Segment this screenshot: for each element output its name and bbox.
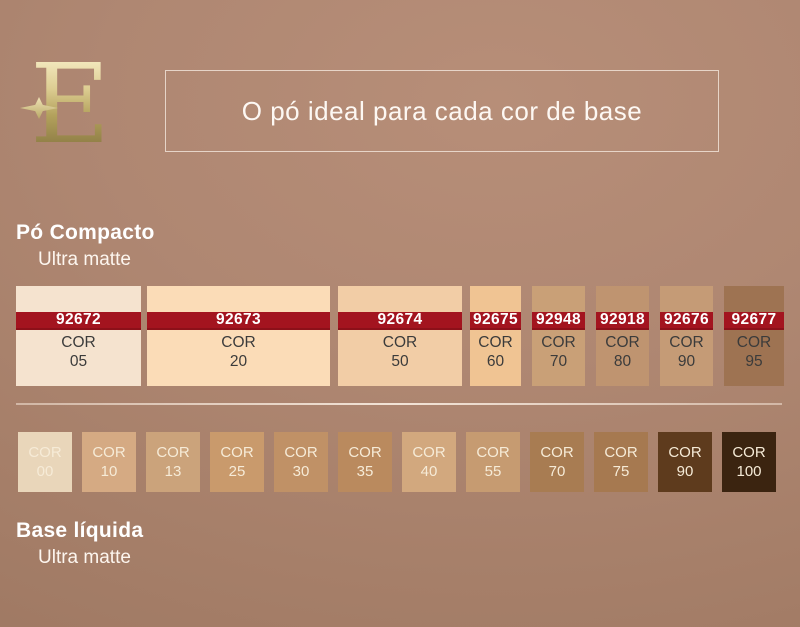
product-code-band: 92676 xyxy=(660,312,713,330)
compact-swatch: 92674 COR 50 xyxy=(338,286,462,386)
product-code: 92948 xyxy=(535,311,582,328)
cor-value: 80 xyxy=(613,353,632,370)
compact-section-title: Pó Compacto xyxy=(16,221,155,244)
cor-label: COR xyxy=(348,444,382,461)
compact-swatch: 92677 COR 95 xyxy=(724,286,784,386)
product-code: 92676 xyxy=(663,311,710,328)
cor-value: 13 xyxy=(164,463,182,480)
cor-label: COR xyxy=(476,444,510,461)
cor-value: 10 xyxy=(100,463,118,480)
brand-logo: E xyxy=(20,49,120,159)
liquid-swatch: COR 40 xyxy=(402,432,456,492)
cor-label: COR xyxy=(605,334,640,351)
liquid-section-subtitle: Ultra matte xyxy=(38,547,131,568)
cor-label: COR xyxy=(736,334,772,351)
compact-swatch: 92672 COR 05 xyxy=(16,286,141,386)
liquid-swatch: COR 55 xyxy=(466,432,520,492)
cor-value: 70 xyxy=(548,463,566,480)
cor-value: 35 xyxy=(356,463,374,480)
cor-value: 00 xyxy=(36,463,54,480)
compact-swatch: 92918 COR 80 xyxy=(596,286,649,386)
cor-label: COR xyxy=(28,444,62,461)
cor-value: 25 xyxy=(228,463,246,480)
brand-letter-e: E xyxy=(30,49,120,159)
compact-swatch: 92948 COR 70 xyxy=(532,286,585,386)
cor-value: 100 xyxy=(736,463,762,480)
cor-label: COR xyxy=(61,334,96,351)
compact-swatch-row: 92672 COR 05 92673 COR 20 92674 COR 50 9… xyxy=(16,286,784,386)
liquid-swatch-row: COR 00 COR 10 COR 13 COR 25 COR 30 COR 3… xyxy=(18,432,776,492)
liquid-swatch: COR 70 xyxy=(530,432,584,492)
cor-value: 40 xyxy=(420,463,438,480)
compact-swatch: 92675 COR 60 xyxy=(470,286,521,386)
product-code-band: 92948 xyxy=(532,312,585,330)
page-title: O pó ideal para cada cor de base xyxy=(241,95,643,126)
cor-label: COR xyxy=(382,334,418,351)
liquid-swatch: COR 10 xyxy=(82,432,136,492)
cor-label: COR xyxy=(412,444,446,461)
cor-value: 60 xyxy=(486,353,505,370)
compact-swatch: 92676 COR 90 xyxy=(660,286,713,386)
cor-value: 20 xyxy=(229,353,248,370)
liquid-swatch: COR 75 xyxy=(594,432,648,492)
product-code: 92672 xyxy=(55,311,102,328)
cor-label: COR xyxy=(220,444,254,461)
cor-label: COR xyxy=(92,444,126,461)
cor-label: COR xyxy=(156,444,190,461)
cor-label: COR xyxy=(668,444,702,461)
compact-section-subtitle: Ultra matte xyxy=(38,249,131,270)
liquid-swatch: COR 35 xyxy=(338,432,392,492)
compact-swatch: 92673 COR 20 xyxy=(147,286,330,386)
product-code: 92674 xyxy=(377,311,423,328)
cor-label: COR xyxy=(732,444,766,461)
product-code-band: 92918 xyxy=(596,312,649,330)
product-code: 92918 xyxy=(599,311,646,328)
cor-value: 30 xyxy=(292,463,310,480)
cor-label: COR xyxy=(541,334,576,351)
cor-label: COR xyxy=(669,334,704,351)
cor-value: 55 xyxy=(484,463,502,480)
cor-value: 75 xyxy=(612,463,630,480)
cor-value: 50 xyxy=(391,353,409,370)
cor-value: 70 xyxy=(549,353,568,370)
cor-label: COR xyxy=(478,334,513,351)
liquid-swatch: COR 30 xyxy=(274,432,328,492)
liquid-swatch: COR 90 xyxy=(658,432,712,492)
product-code-band: 92673 xyxy=(147,312,330,330)
product-code-band: 92677 xyxy=(724,312,784,330)
divider-line xyxy=(16,403,782,405)
title-banner: O pó ideal para cada cor de base xyxy=(165,70,719,152)
liquid-swatch: COR 25 xyxy=(210,432,264,492)
cor-label: COR xyxy=(604,444,638,461)
product-code-band: 92672 xyxy=(16,312,141,330)
product-code: 92677 xyxy=(731,311,777,328)
product-code-band: 92674 xyxy=(338,312,462,330)
cor-label: COR xyxy=(284,444,318,461)
cor-label: COR xyxy=(221,334,256,351)
liquid-swatch: COR 13 xyxy=(146,432,200,492)
cor-value: 90 xyxy=(677,353,696,370)
product-code: 92673 xyxy=(215,311,262,328)
liquid-swatch: COR 00 xyxy=(18,432,72,492)
cor-value: 95 xyxy=(745,353,763,370)
product-code: 92675 xyxy=(472,311,519,328)
cor-value: 90 xyxy=(676,463,694,480)
product-code-band: 92675 xyxy=(470,312,521,330)
cor-value: 05 xyxy=(69,353,88,370)
cor-label: COR xyxy=(540,444,574,461)
liquid-section-title: Base líquida xyxy=(16,519,144,542)
liquid-swatch: COR 100 xyxy=(722,432,776,492)
